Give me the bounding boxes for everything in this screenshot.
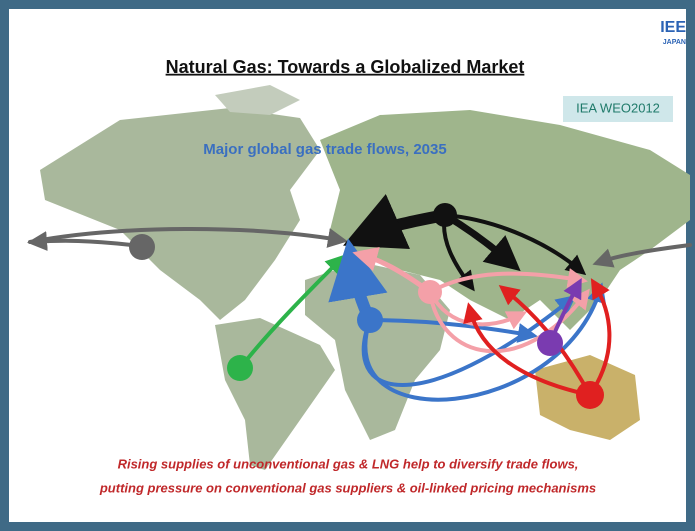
caption-line: Rising supplies of unconventional gas & … [118, 456, 579, 471]
node [129, 234, 155, 260]
flow-arrow [463, 302, 592, 397]
eurasia [320, 110, 690, 330]
flow-arrow [28, 227, 348, 248]
logo: IEE [660, 19, 686, 36]
source-badge [563, 96, 673, 122]
flow-arrow [363, 282, 607, 402]
flow-arrow [443, 213, 587, 276]
node [576, 381, 604, 409]
flow-arrow [498, 285, 592, 397]
logo-sub: JAPAN [663, 39, 686, 46]
exporter-nodes [129, 203, 604, 409]
flow-arrow [592, 243, 692, 268]
node [227, 355, 253, 381]
continents [40, 85, 690, 470]
map-title: Major global gas trade flows, 2035 [203, 141, 446, 158]
caption-line: putting pressure on conventional gas sup… [99, 480, 596, 495]
node [418, 280, 442, 304]
slide-title: Natural Gas: Towards a Globalized Market [166, 57, 525, 77]
flow-arrow [27, 231, 142, 252]
flow-arrow [368, 318, 538, 343]
node [433, 203, 457, 227]
node [357, 307, 383, 333]
source-text: IEA WEO2012 [576, 100, 660, 115]
africa [305, 262, 450, 440]
flow-arrow [588, 278, 612, 397]
greenland [215, 85, 300, 115]
flow-arrow [428, 268, 588, 294]
node [537, 330, 563, 356]
north-america [40, 108, 320, 320]
